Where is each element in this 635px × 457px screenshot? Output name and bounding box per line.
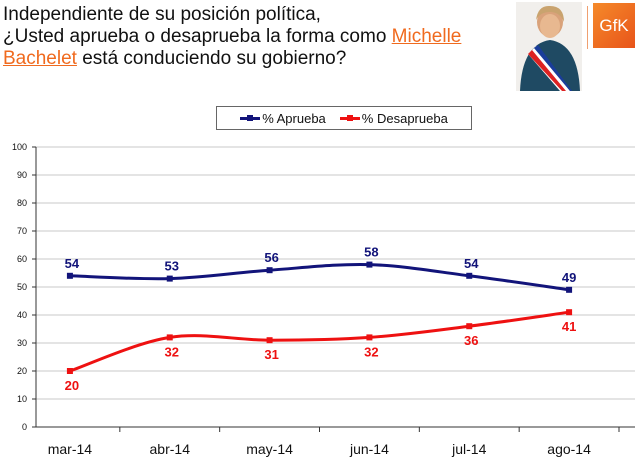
portrait-photo xyxy=(516,2,582,91)
title-line-2: ¿Usted aprueba o desaprueba la forma com… xyxy=(3,26,392,47)
legend-label-desaprueba: % Desaprueba xyxy=(361,110,448,126)
y-tick-label: 100 xyxy=(12,142,27,152)
title-line-1: Independiente de su posición política, xyxy=(3,4,321,25)
data-label: 36 xyxy=(464,333,478,348)
data-label: 31 xyxy=(264,347,278,362)
y-tick-label: 30 xyxy=(17,338,27,348)
data-point xyxy=(366,334,373,341)
x-tick-label: jul-14 xyxy=(451,441,486,457)
legend-item-aprueba: % Aprueba xyxy=(240,111,326,126)
data-point xyxy=(266,267,273,274)
logo-divider xyxy=(587,6,588,49)
data-point xyxy=(566,286,573,293)
data-label: 54 xyxy=(464,256,479,271)
data-point xyxy=(466,323,473,330)
x-tick-label: jun-14 xyxy=(349,441,389,457)
y-tick-label: 60 xyxy=(17,254,27,264)
title-line-3: está conduciendo su gobierno? xyxy=(76,48,347,69)
data-point xyxy=(66,272,73,279)
gfk-logo: GfK xyxy=(593,3,635,48)
data-label: 54 xyxy=(65,256,80,271)
legend-swatch-desaprueba xyxy=(339,114,360,121)
data-point xyxy=(266,337,273,344)
y-tick-label: 20 xyxy=(17,366,27,376)
x-tick-label: ago-14 xyxy=(547,441,591,457)
data-point xyxy=(466,272,473,279)
data-point xyxy=(166,334,173,341)
data-label: 49 xyxy=(562,270,576,285)
data-label: 32 xyxy=(165,344,179,359)
data-label: 58 xyxy=(364,245,378,260)
y-tick-label: 40 xyxy=(17,310,27,320)
chart-title: Independiente de su posición política, ¿… xyxy=(3,4,503,70)
data-label: 32 xyxy=(364,344,378,359)
legend-swatch-aprueba xyxy=(240,114,261,121)
chart-legend: % Aprueba % Desaprueba xyxy=(216,106,472,130)
data-label: 56 xyxy=(264,250,278,265)
series-line-1 xyxy=(69,310,570,373)
logo-text: GfK xyxy=(599,15,629,35)
y-tick-label: 80 xyxy=(17,198,27,208)
data-point xyxy=(566,309,573,316)
legend-item-desaprueba: % Desaprueba xyxy=(339,110,448,126)
y-tick-label: 0 xyxy=(22,422,27,432)
series-line-0 xyxy=(69,262,570,292)
x-tick-label: abr-14 xyxy=(150,441,191,457)
data-label: 41 xyxy=(562,319,576,334)
data-point xyxy=(366,261,373,268)
legend-label-aprueba: % Aprueba xyxy=(262,110,326,126)
data-point xyxy=(166,275,173,282)
y-tick-label: 10 xyxy=(17,394,27,404)
x-tick-label: may-14 xyxy=(246,441,293,457)
x-tick-label: mar-14 xyxy=(48,441,93,457)
data-label: 20 xyxy=(65,378,79,393)
y-tick-label: 70 xyxy=(17,226,27,236)
y-tick-label: 50 xyxy=(17,282,27,292)
data-point xyxy=(66,368,73,374)
data-label: 53 xyxy=(165,259,179,274)
highlight-name-last: Bachelet xyxy=(3,48,77,69)
y-tick-label: 90 xyxy=(17,170,27,180)
highlight-name-first: Michelle xyxy=(391,26,462,47)
